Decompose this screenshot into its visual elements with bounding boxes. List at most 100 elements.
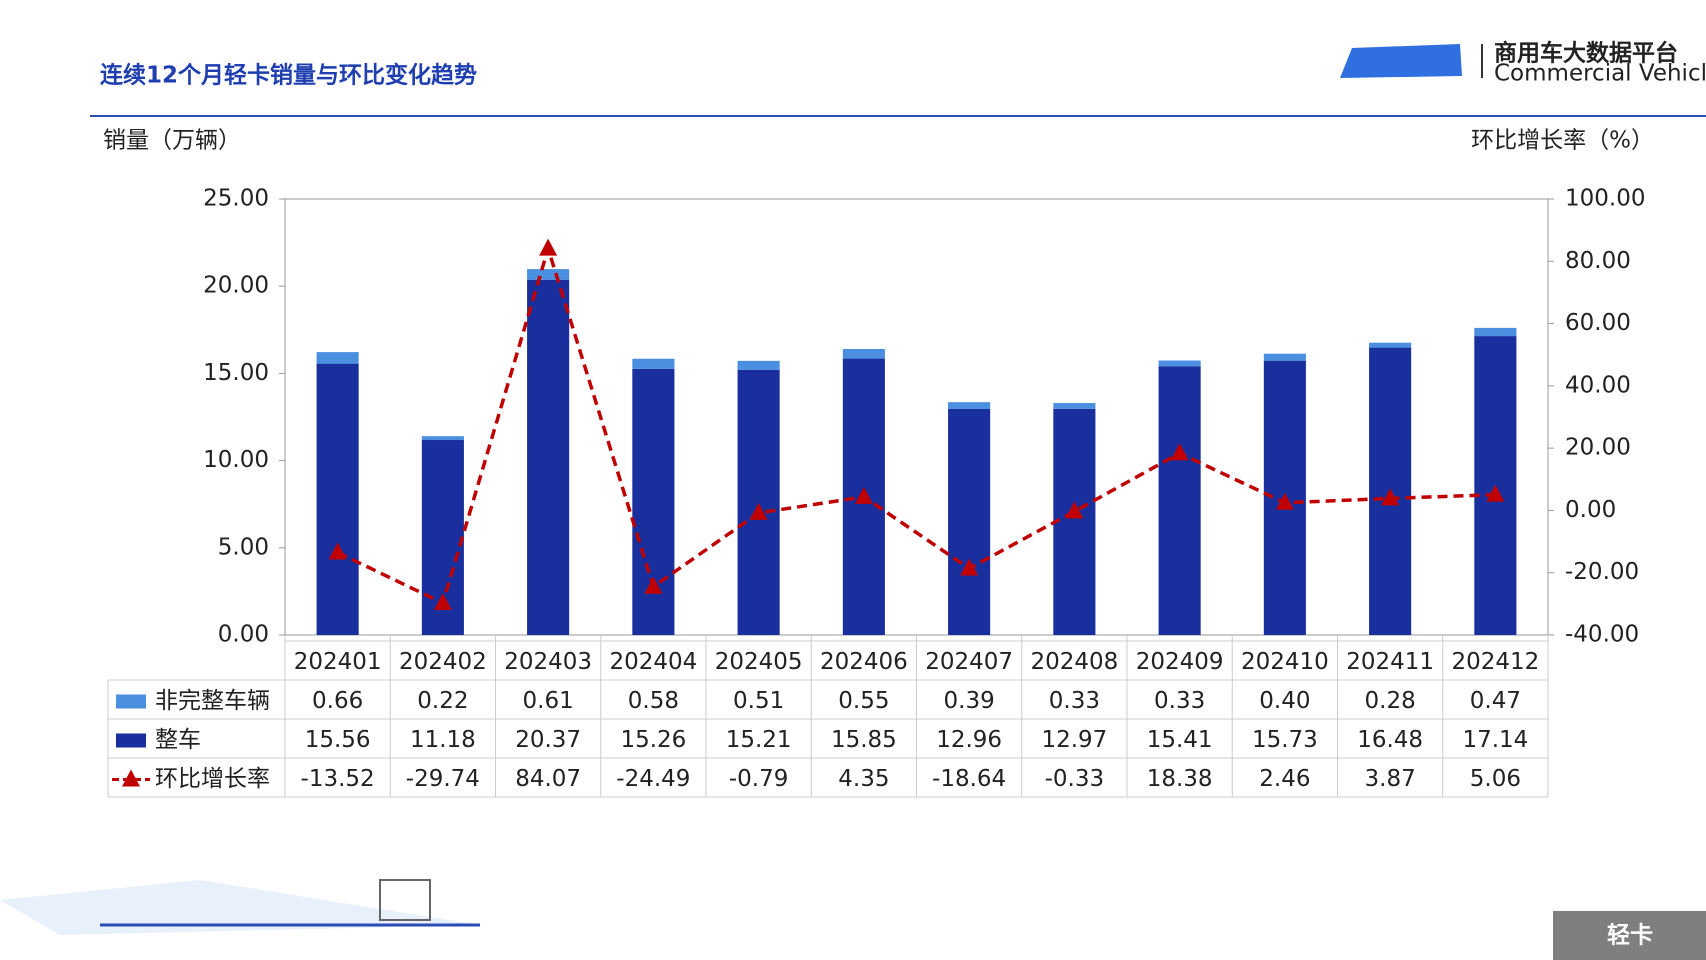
bar — [1474, 327, 1517, 337]
x-tick-label: 202408 — [1030, 649, 1118, 675]
table-value: 12.96 — [936, 727, 1002, 753]
bar — [527, 269, 570, 280]
x-tick-label: 202402 — [399, 649, 487, 675]
x-tick-label: 202404 — [609, 649, 697, 675]
x-tick-label: 202409 — [1136, 649, 1224, 675]
marker — [539, 238, 558, 256]
table-value: 4.35 — [838, 766, 889, 792]
marker — [433, 593, 452, 611]
legend-swatch — [116, 694, 146, 709]
bar — [527, 279, 570, 635]
marker — [644, 576, 663, 594]
y2-tick-label: 0.00 — [1565, 497, 1616, 523]
marker — [854, 486, 873, 504]
table-value: -24.49 — [616, 766, 690, 792]
y2-axis-label: 环比增长率（%） — [1471, 128, 1654, 154]
x-tick-label: 202410 — [1241, 649, 1329, 675]
y-tick-label: 20.00 — [203, 273, 269, 299]
bar — [316, 363, 359, 635]
table-value: 15.85 — [831, 727, 897, 753]
x-tick-label: 202401 — [294, 649, 382, 675]
bar — [948, 402, 991, 409]
marker — [1381, 488, 1400, 506]
logo-subtitle: Commercial Vehicle Big Data Platform — [1494, 61, 1706, 87]
table-value: 15.41 — [1147, 727, 1213, 753]
table-value: 0.39 — [944, 688, 995, 714]
table-value: 0.66 — [312, 688, 363, 714]
table-value: 15.26 — [620, 727, 686, 753]
marker — [960, 558, 979, 576]
legend-swatch — [116, 733, 146, 748]
bar — [1053, 408, 1096, 635]
bar — [1053, 403, 1096, 409]
y-tick-label: 25.00 — [203, 186, 269, 212]
legend-label: 环比增长率 — [155, 766, 270, 792]
legend-label: 整车 — [155, 727, 201, 753]
y2-tick-label: 20.00 — [1565, 435, 1631, 461]
table-value: 15.56 — [305, 727, 371, 753]
table-value: 12.97 — [1041, 727, 1107, 753]
table-value: -0.79 — [729, 766, 789, 792]
table-value: 5.06 — [1470, 766, 1521, 792]
table-value: 0.61 — [523, 688, 574, 714]
line — [336, 242, 1496, 606]
table-value: 0.28 — [1365, 688, 1416, 714]
tag: 轻卡 — [1607, 922, 1653, 949]
logo-name: 商用车大数据平台 — [1494, 40, 1678, 67]
table-value: 0.33 — [1049, 688, 1100, 714]
marker — [1275, 492, 1294, 510]
table-value: 0.40 — [1259, 688, 1310, 714]
table-value: -13.52 — [301, 766, 375, 792]
table-value: 0.33 — [1154, 688, 1205, 714]
y-tick-label: 10.00 — [203, 447, 269, 473]
bar — [1369, 342, 1412, 348]
decoration — [0, 879, 480, 935]
legend-swatch — [122, 769, 140, 787]
table-value: 20.37 — [515, 727, 581, 753]
y-tick-label: 0.00 — [218, 622, 269, 648]
y2-tick-label: -40.00 — [1565, 622, 1639, 648]
marker — [749, 502, 768, 520]
table-value: -0.33 — [1045, 766, 1105, 792]
marker — [1170, 443, 1189, 461]
bar — [1263, 353, 1306, 361]
y-axis-label: 销量（万辆） — [103, 128, 241, 154]
bar — [632, 368, 675, 635]
plot-frame — [284, 198, 1549, 636]
table-value: 3.87 — [1365, 766, 1416, 792]
table-value: 0.58 — [628, 688, 679, 714]
bar — [1158, 360, 1201, 367]
y2-tick-label: 40.00 — [1565, 372, 1631, 398]
bar — [842, 348, 885, 359]
y2-tick-label: 60.00 — [1565, 310, 1631, 336]
bar — [421, 436, 464, 441]
table-value: 0.55 — [838, 688, 889, 714]
table-value: 0.51 — [733, 688, 784, 714]
legend-label: 非完整车辆 — [155, 688, 270, 714]
table-value: -29.74 — [406, 766, 480, 792]
x-tick-label: 202403 — [504, 649, 592, 675]
table-value: 16.48 — [1357, 727, 1423, 753]
bar — [316, 352, 359, 364]
table-value: 15.73 — [1252, 727, 1318, 753]
bar — [632, 358, 675, 369]
y2-tick-label: 100.00 — [1565, 186, 1645, 212]
logo-mark — [1340, 44, 1462, 78]
table-value: -18.64 — [932, 766, 1006, 792]
bar — [737, 360, 780, 370]
x-tick-label: 202406 — [820, 649, 908, 675]
x-tick-label: 202407 — [925, 649, 1013, 675]
table-value: 18.38 — [1147, 766, 1213, 792]
bar — [737, 369, 780, 635]
table-value: 11.18 — [410, 727, 476, 753]
x-tick-label: 202405 — [715, 649, 803, 675]
title: 连续12个月轻卡销量与环比变化趋势 — [100, 62, 477, 89]
y-tick-label: 15.00 — [203, 360, 269, 386]
x-tick-label: 202412 — [1451, 649, 1539, 675]
bar — [1158, 366, 1201, 635]
marker — [1486, 484, 1505, 502]
marker — [328, 542, 347, 560]
table-value: 17.14 — [1462, 727, 1528, 753]
